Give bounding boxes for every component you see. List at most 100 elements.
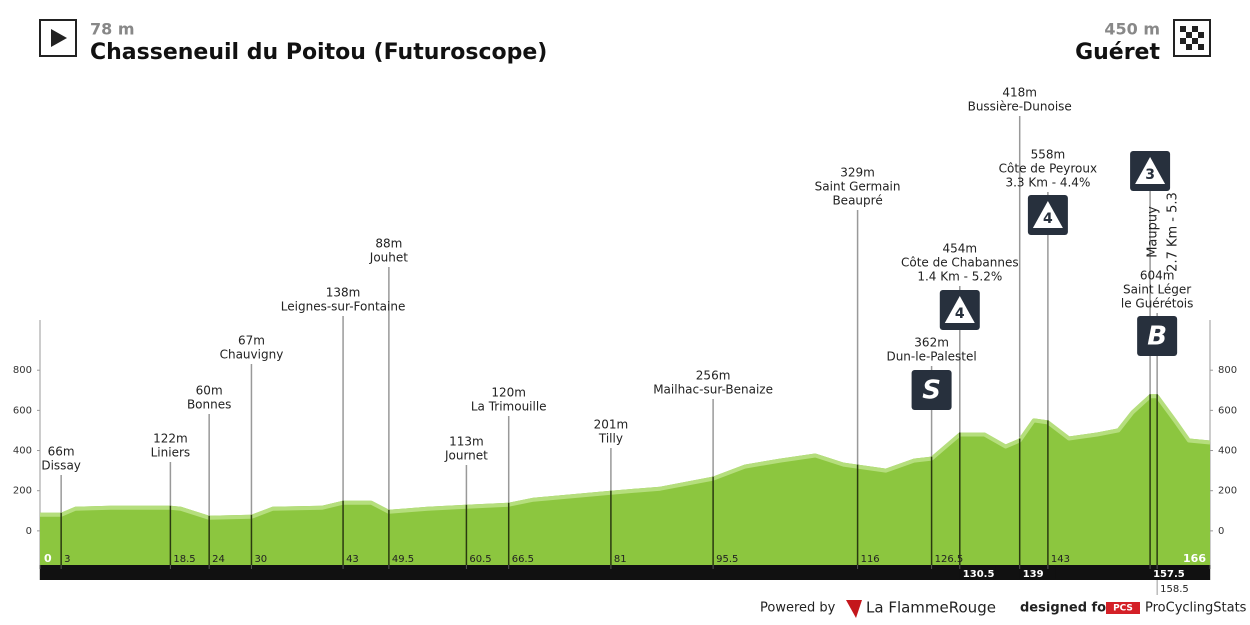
km-label: 81 <box>614 554 627 565</box>
waypoint-label: Mailhac-sur-Benaize <box>653 383 773 397</box>
y-tick-label-right: 600 <box>1218 405 1237 416</box>
waypoint-label: 418m <box>1002 86 1037 100</box>
pcs-badge-text: PCS <box>1113 604 1133 614</box>
waypoint-label: 66m <box>48 445 75 459</box>
km-label: 30 <box>254 554 267 565</box>
finish-icon <box>1173 19 1211 57</box>
waypoint-label: 88m <box>375 237 402 251</box>
km-label: 139 <box>1023 569 1044 580</box>
km-bar-box <box>1019 566 1056 579</box>
start-arrow <box>51 29 67 47</box>
waypoint-label: Jouhet <box>369 251 408 265</box>
waypoint-label: Bonnes <box>187 398 231 412</box>
waypoint-label: 113m <box>449 435 484 449</box>
km-label: 166 <box>1183 552 1206 565</box>
category-icon: S <box>911 370 952 410</box>
waypoint-label: Tilly <box>598 432 623 446</box>
category-icon: B <box>1137 316 1178 356</box>
km-bar-box <box>959 566 996 579</box>
start-name: Chasseneuil du Poitou (Futuroscope) <box>90 40 547 65</box>
km-label: 116 <box>861 554 880 565</box>
waypoint-label: le Guérétois <box>1121 297 1194 311</box>
category-icon-text: B <box>1147 322 1167 352</box>
waypoint-label: 138m <box>326 286 361 300</box>
waypoint-label: La Trimouille <box>471 400 547 414</box>
waypoint-label: 201m <box>594 418 629 432</box>
category-icon-text: 4 <box>955 306 965 322</box>
waypoint-label: 558m <box>1031 148 1066 162</box>
km-label: 157.5 <box>1153 569 1185 580</box>
category-triangle <box>1032 201 1063 228</box>
pcs-name: ProCyclingStats <box>1145 601 1247 616</box>
category-triangle <box>1135 157 1166 184</box>
category-icon: 4 <box>939 290 980 330</box>
powered-by: Powered by <box>760 601 836 616</box>
y-tick-label: 0 <box>26 526 32 537</box>
waypoint-label: Maupuy <box>1146 206 1161 258</box>
waypoint-label: 3.3 Km - 4.4% <box>1005 176 1090 190</box>
y-tick-label: 800 <box>13 365 32 376</box>
km-label: 95.5 <box>716 554 738 565</box>
km-bar <box>40 565 1210 580</box>
y-tick-label: 600 <box>13 405 32 416</box>
km-label: 0 <box>44 552 52 565</box>
designed-for: designed for <box>1020 601 1113 616</box>
waypoint-label: Dun-le-Palestel <box>886 350 976 364</box>
waypoint-label: Leignes-sur-Fontaine <box>281 300 406 314</box>
category-icon-box <box>1137 316 1178 356</box>
waypoint-label: 67m <box>238 334 265 348</box>
km-label: 24 <box>212 554 225 565</box>
km-label: 158.5 <box>1160 584 1189 595</box>
km-label: 43 <box>346 554 359 565</box>
km-bar-box <box>1150 566 1187 579</box>
waypoint-label: 60m <box>196 384 223 398</box>
waypoint-label: Beaupré <box>832 194 882 208</box>
waypoint-label: Saint Germain <box>815 180 901 194</box>
pcs-badge <box>1106 602 1140 614</box>
y-tick-label-right: 800 <box>1218 365 1237 376</box>
category-icon-box <box>911 370 952 410</box>
category-icon: 4 <box>1027 195 1068 235</box>
km-label: 18.5 <box>173 554 195 565</box>
waypoint-label: Côte de Peyroux <box>999 162 1097 176</box>
waypoint-label: 120m <box>491 386 526 400</box>
flame-logo <box>846 600 862 618</box>
waypoint-label: 362m <box>914 336 949 350</box>
finish-altitude: 450 m <box>1104 20 1160 39</box>
y-tick-label: 400 <box>13 446 32 457</box>
waypoint-label: Journet <box>444 449 488 463</box>
y-tick-label-right: 400 <box>1218 446 1237 457</box>
category-icon-text: 3 <box>1145 167 1155 183</box>
km-label: 66.5 <box>512 554 534 565</box>
y-tick-label-right: 200 <box>1218 486 1237 497</box>
waypoint-label: 122m <box>153 432 188 446</box>
km-label: 143 <box>1051 554 1070 565</box>
waypoint-label: 1.4 Km - 5.2% <box>917 270 1002 284</box>
waypoint-label: Côte de Chabannes <box>901 256 1019 270</box>
km-label: 3 <box>64 554 70 565</box>
waypoint-label: Bussière-Dunoise <box>968 100 1072 114</box>
y-tick-label-right: 0 <box>1218 526 1224 537</box>
profile-area <box>40 394 1210 565</box>
waypoint-label: 256m <box>696 369 731 383</box>
km-label: 49.5 <box>392 554 414 565</box>
finish-name: Guéret <box>1075 40 1160 65</box>
km-label: 130.5 <box>963 569 995 580</box>
km-label: 126.5 <box>935 554 964 565</box>
start-icon <box>39 19 77 57</box>
waypoint-label: 2.7 Km - 5.3 <box>1166 192 1181 272</box>
category-icon-text: 4 <box>1043 211 1053 227</box>
waypoint-label: Saint Léger <box>1123 283 1191 297</box>
waypoint-label: 454m <box>942 242 977 256</box>
y-tick-label: 200 <box>13 486 32 497</box>
category-triangle <box>944 296 975 323</box>
category-icon-text: S <box>922 376 941 406</box>
waypoint-label: Chauvigny <box>220 348 284 362</box>
brand: La FlammeRouge <box>866 599 996 617</box>
category-icon: 3 <box>1130 151 1171 191</box>
km-label: 60.5 <box>469 554 491 565</box>
waypoint-label: Dissay <box>41 459 81 473</box>
waypoint-label: Liniers <box>151 446 191 460</box>
start-altitude: 78 m <box>90 20 135 39</box>
